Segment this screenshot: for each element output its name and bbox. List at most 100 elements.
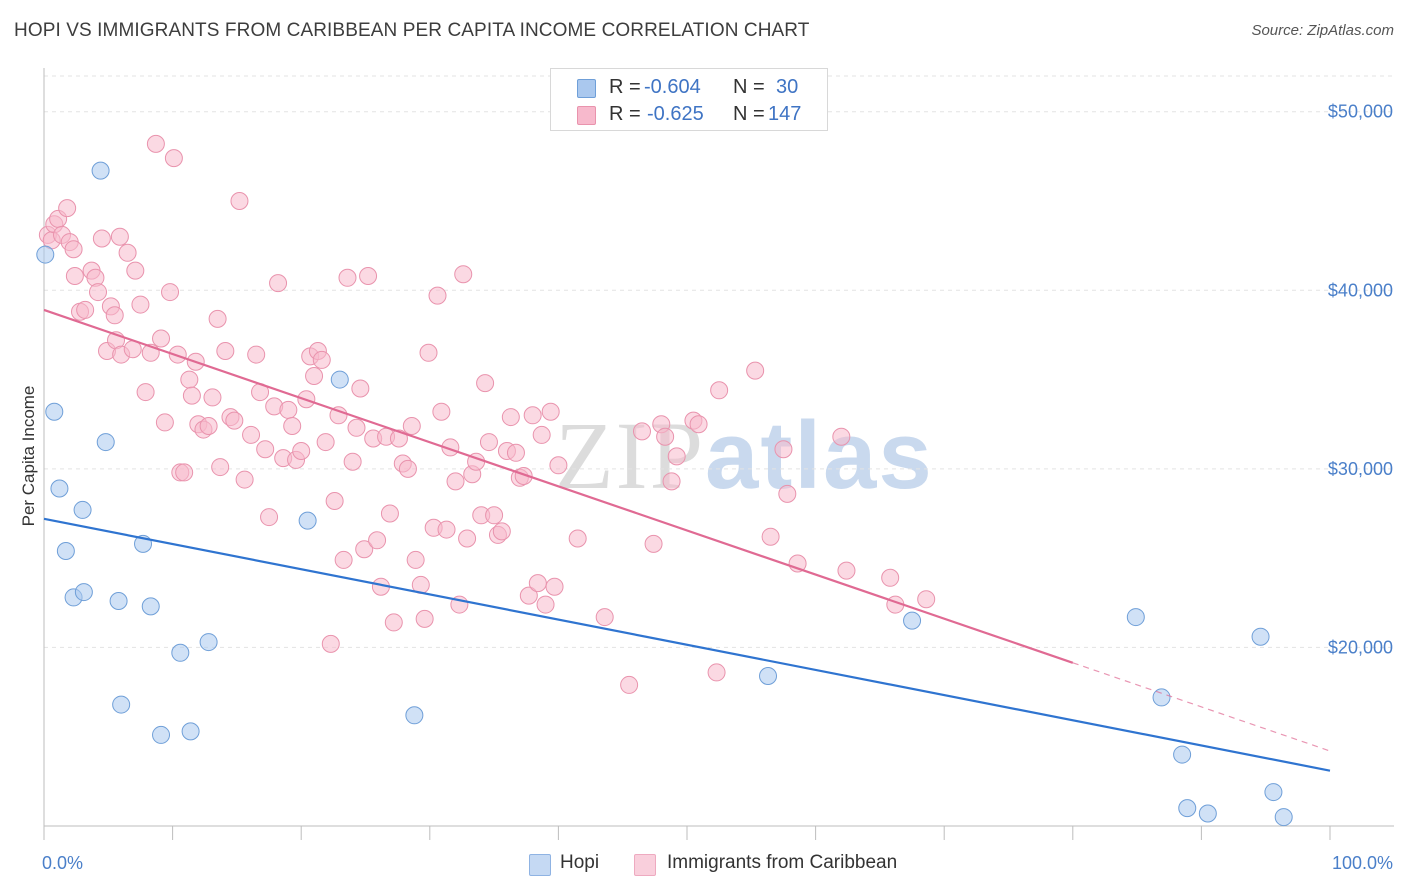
caribbean-point <box>492 522 511 541</box>
caribbean-point <box>398 459 417 478</box>
caribbean-point <box>329 406 348 425</box>
hopi-point <box>141 597 160 616</box>
caribbean-point <box>203 388 222 407</box>
legend-r-value-hopi: -0.604 <box>644 76 701 98</box>
caribbean-point <box>355 540 374 559</box>
caribbean-point <box>707 663 726 682</box>
legend-r-value-caribbean: -0.625 <box>647 103 704 125</box>
caribbean-point <box>428 286 447 305</box>
caribbean-point <box>208 309 227 328</box>
caribbean-point <box>89 283 108 302</box>
caribbean-point <box>269 274 288 293</box>
hopi-point <box>903 611 922 630</box>
hopi-point <box>74 583 93 602</box>
caribbean-point <box>632 422 651 441</box>
caribbean-point <box>419 343 438 362</box>
watermark: ZIPatlas <box>555 400 934 511</box>
correlation-legend: R = -0.604 N = 30 R = -0.625 N = 147 <box>550 68 828 131</box>
legend-n-value-hopi: 30 <box>776 76 799 98</box>
caribbean-point <box>131 295 150 314</box>
caribbean-point <box>247 345 266 364</box>
hopi-point <box>759 667 778 685</box>
caribbean-point <box>175 463 194 482</box>
hopi-point <box>1126 608 1145 627</box>
caribbean-point <box>406 550 425 569</box>
caribbean-point <box>225 411 244 430</box>
hopi-point <box>36 245 55 264</box>
hopi-point <box>405 706 424 725</box>
caribbean-point <box>832 427 851 446</box>
caribbean-point <box>182 386 201 405</box>
caribbean-point <box>168 345 187 364</box>
caribbean-point <box>485 506 504 525</box>
legend-r-label: R = <box>609 76 641 98</box>
hopi-point <box>91 161 110 180</box>
caribbean-point <box>380 504 399 523</box>
caribbean-point <box>689 415 708 434</box>
chart-title: HOPI VS IMMIGRANTS FROM CARIBBEAN PER CA… <box>14 20 810 41</box>
bottom-legend-label-caribbean: Immigrants from Caribbean <box>667 852 898 873</box>
legend-row-caribbean: R = -0.625 N = 147 <box>551 102 827 128</box>
caribbean-point <box>402 417 421 435</box>
hopi-point <box>1178 799 1197 818</box>
caribbean-point <box>476 374 495 393</box>
caribbean-point <box>279 400 298 419</box>
caribbean-point <box>644 534 663 553</box>
hopi-point <box>109 592 128 610</box>
hopi-point <box>56 542 75 560</box>
caribbean-point <box>316 433 335 452</box>
caribbean-point <box>338 268 357 287</box>
caribbean-point <box>620 675 639 694</box>
caribbean-point <box>514 467 533 485</box>
y-tick-label: $30,000 <box>1328 459 1393 479</box>
caribbean-point <box>710 381 729 400</box>
caribbean-point <box>501 408 520 427</box>
caribbean-point <box>746 361 765 380</box>
hopi-point <box>298 511 317 530</box>
caribbean-point <box>351 379 370 398</box>
hopi-point <box>199 633 218 652</box>
caribbean-point <box>260 508 279 527</box>
caribbean-point <box>155 413 174 432</box>
legend-n-label: N = <box>733 76 765 98</box>
legend-row-hopi: R = -0.604 N = 30 <box>551 75 827 101</box>
caribbean-point <box>105 306 124 325</box>
watermark-atlas: atlas <box>705 402 934 509</box>
hopi-point <box>50 479 69 498</box>
caribbean-point <box>136 383 155 402</box>
caribbean-point <box>325 492 344 510</box>
caribbean-point <box>528 574 547 593</box>
caribbean-point <box>110 227 129 246</box>
hopi-point <box>73 500 92 519</box>
caribbean-point <box>568 529 587 548</box>
caribbean-point <box>92 229 111 248</box>
caribbean-point <box>662 472 681 491</box>
caribbean-point <box>164 149 183 168</box>
caribbean-point <box>235 470 254 489</box>
caribbean-point <box>230 192 249 210</box>
caribbean-point <box>917 590 936 609</box>
caribbean-trend-line-extension <box>1072 662 1331 752</box>
hopi-point <box>1152 688 1171 707</box>
caribbean-point <box>506 443 525 462</box>
caribbean-point <box>347 418 366 437</box>
caribbean-point <box>305 367 324 385</box>
caribbean-point <box>256 440 275 459</box>
caribbean-point <box>536 595 555 614</box>
caribbean-point <box>76 300 95 319</box>
x-tick-label: 100.0% <box>1332 853 1393 873</box>
hopi-point <box>1274 808 1293 827</box>
y-tick-label: $50,000 <box>1328 102 1393 122</box>
hopi-point <box>45 402 64 421</box>
legend-swatch-caribbean <box>577 106 596 125</box>
hopi-point <box>181 722 200 741</box>
caribbean-point <box>283 417 302 435</box>
caribbean-point <box>384 613 403 632</box>
bottom-legend-swatch-hopi <box>529 854 551 876</box>
caribbean-point <box>881 568 900 587</box>
caribbean-point <box>211 458 230 477</box>
caribbean-point <box>532 425 551 444</box>
caribbean-point <box>65 267 84 285</box>
caribbean-point <box>58 199 77 218</box>
legend-swatch-hopi <box>577 79 596 98</box>
